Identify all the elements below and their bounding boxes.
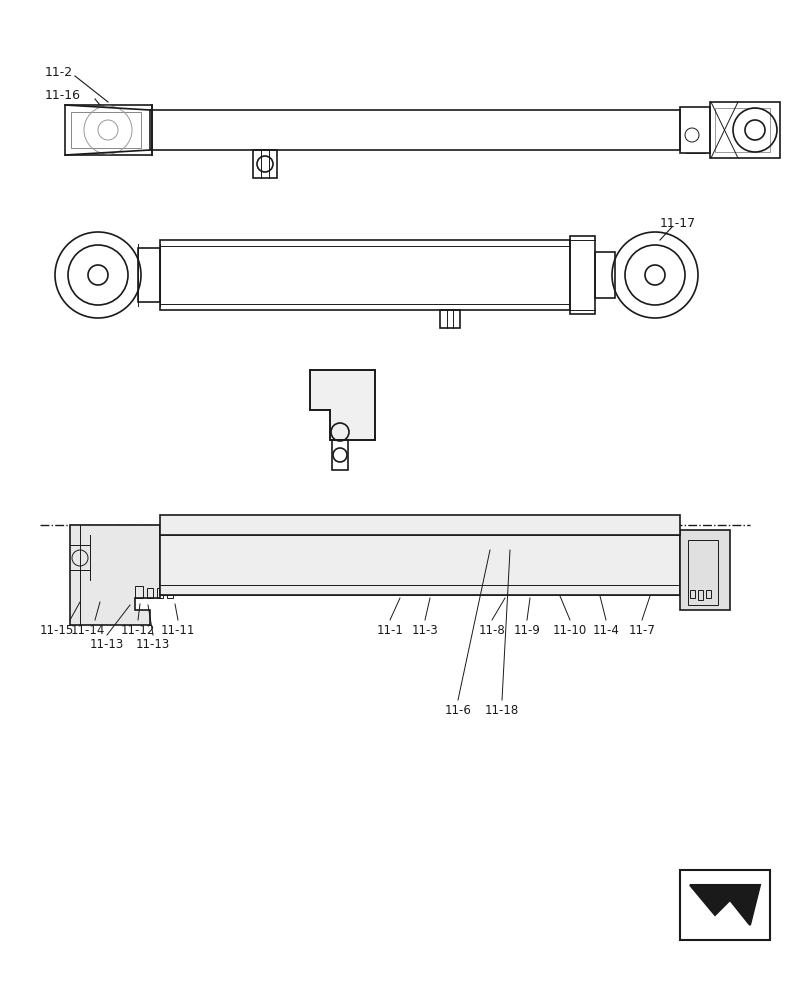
Text: 11-16: 11-16 [45,89,81,102]
Bar [594,252,614,298]
Polygon shape [689,885,759,925]
Text: 11-3: 11-3 [411,624,438,636]
Bar [150,110,679,150]
Bar [697,590,702,600]
Bar [439,310,459,328]
Bar [253,150,277,178]
Bar [160,515,679,535]
Bar [135,586,143,598]
Text: 11-7: 11-7 [628,624,654,636]
Text: 11-12: 11-12 [120,624,155,636]
Bar [157,588,163,598]
Text: 11-18: 11-18 [484,704,519,716]
Bar [689,590,694,598]
Bar [147,588,153,598]
Bar [332,440,348,470]
Bar [679,530,729,610]
Bar [65,105,152,155]
Bar [679,870,769,940]
Bar [160,535,679,595]
Text: 11-13: 11-13 [90,638,124,652]
Bar [167,588,173,598]
Bar [679,107,709,153]
Text: 11-8: 11-8 [478,624,505,636]
Text: 11-17: 11-17 [659,217,695,230]
Text: 11-14: 11-14 [71,624,105,636]
Bar [138,248,160,302]
Text: 11-4: 11-4 [592,624,618,636]
Polygon shape [310,370,374,440]
Bar [71,112,141,148]
Text: 11-9: 11-9 [513,624,540,636]
Text: 11-15: 11-15 [40,624,74,636]
Text: 11-2: 11-2 [45,66,73,79]
Text: 11-13: 11-13 [136,638,170,652]
Text: 11-11: 11-11 [161,624,195,636]
Bar [705,590,710,598]
Bar [160,240,569,310]
Bar [709,102,779,158]
Bar [569,236,594,314]
Polygon shape [70,525,160,625]
Text: 11-6: 11-6 [444,704,471,716]
Bar [687,540,717,605]
Text: 11-10: 11-10 [552,624,586,636]
Bar [714,108,769,152]
Text: 11-1: 11-1 [376,624,403,636]
